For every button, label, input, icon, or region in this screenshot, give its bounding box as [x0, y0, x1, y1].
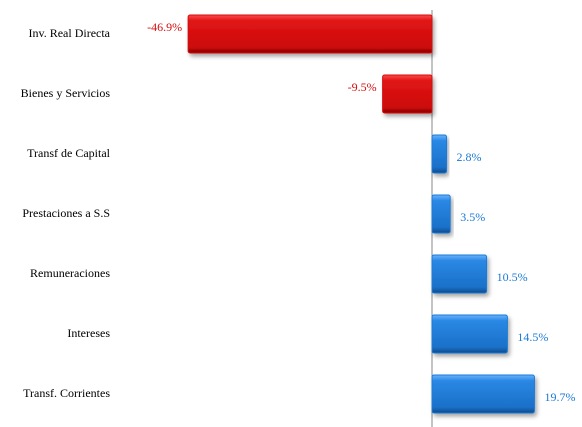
category-label: Prestaciones a S.S	[22, 206, 110, 220]
value-label: 3.5%	[460, 210, 485, 224]
value-label: -46.9%	[147, 20, 182, 34]
value-label: -9.5%	[348, 80, 377, 94]
bar	[431, 134, 448, 174]
bar	[382, 74, 433, 114]
category-label: Bienes y Servicios	[21, 86, 111, 100]
bar	[431, 194, 451, 234]
category-label: Transf. Corrientes	[23, 386, 110, 400]
category-label: Remuneraciones	[30, 266, 110, 280]
value-label: 2.8%	[457, 150, 482, 164]
category-label: Intereses	[67, 326, 110, 340]
value-label: 14.5%	[517, 330, 548, 344]
value-label: 10.5%	[497, 270, 528, 284]
bar	[431, 314, 508, 354]
value-label: 19.7%	[544, 390, 575, 404]
bar	[431, 254, 488, 294]
category-label: Transf de Capital	[27, 146, 111, 160]
category-label: Inv. Real Directa	[28, 26, 110, 40]
bar	[431, 374, 535, 414]
bar	[187, 14, 433, 54]
